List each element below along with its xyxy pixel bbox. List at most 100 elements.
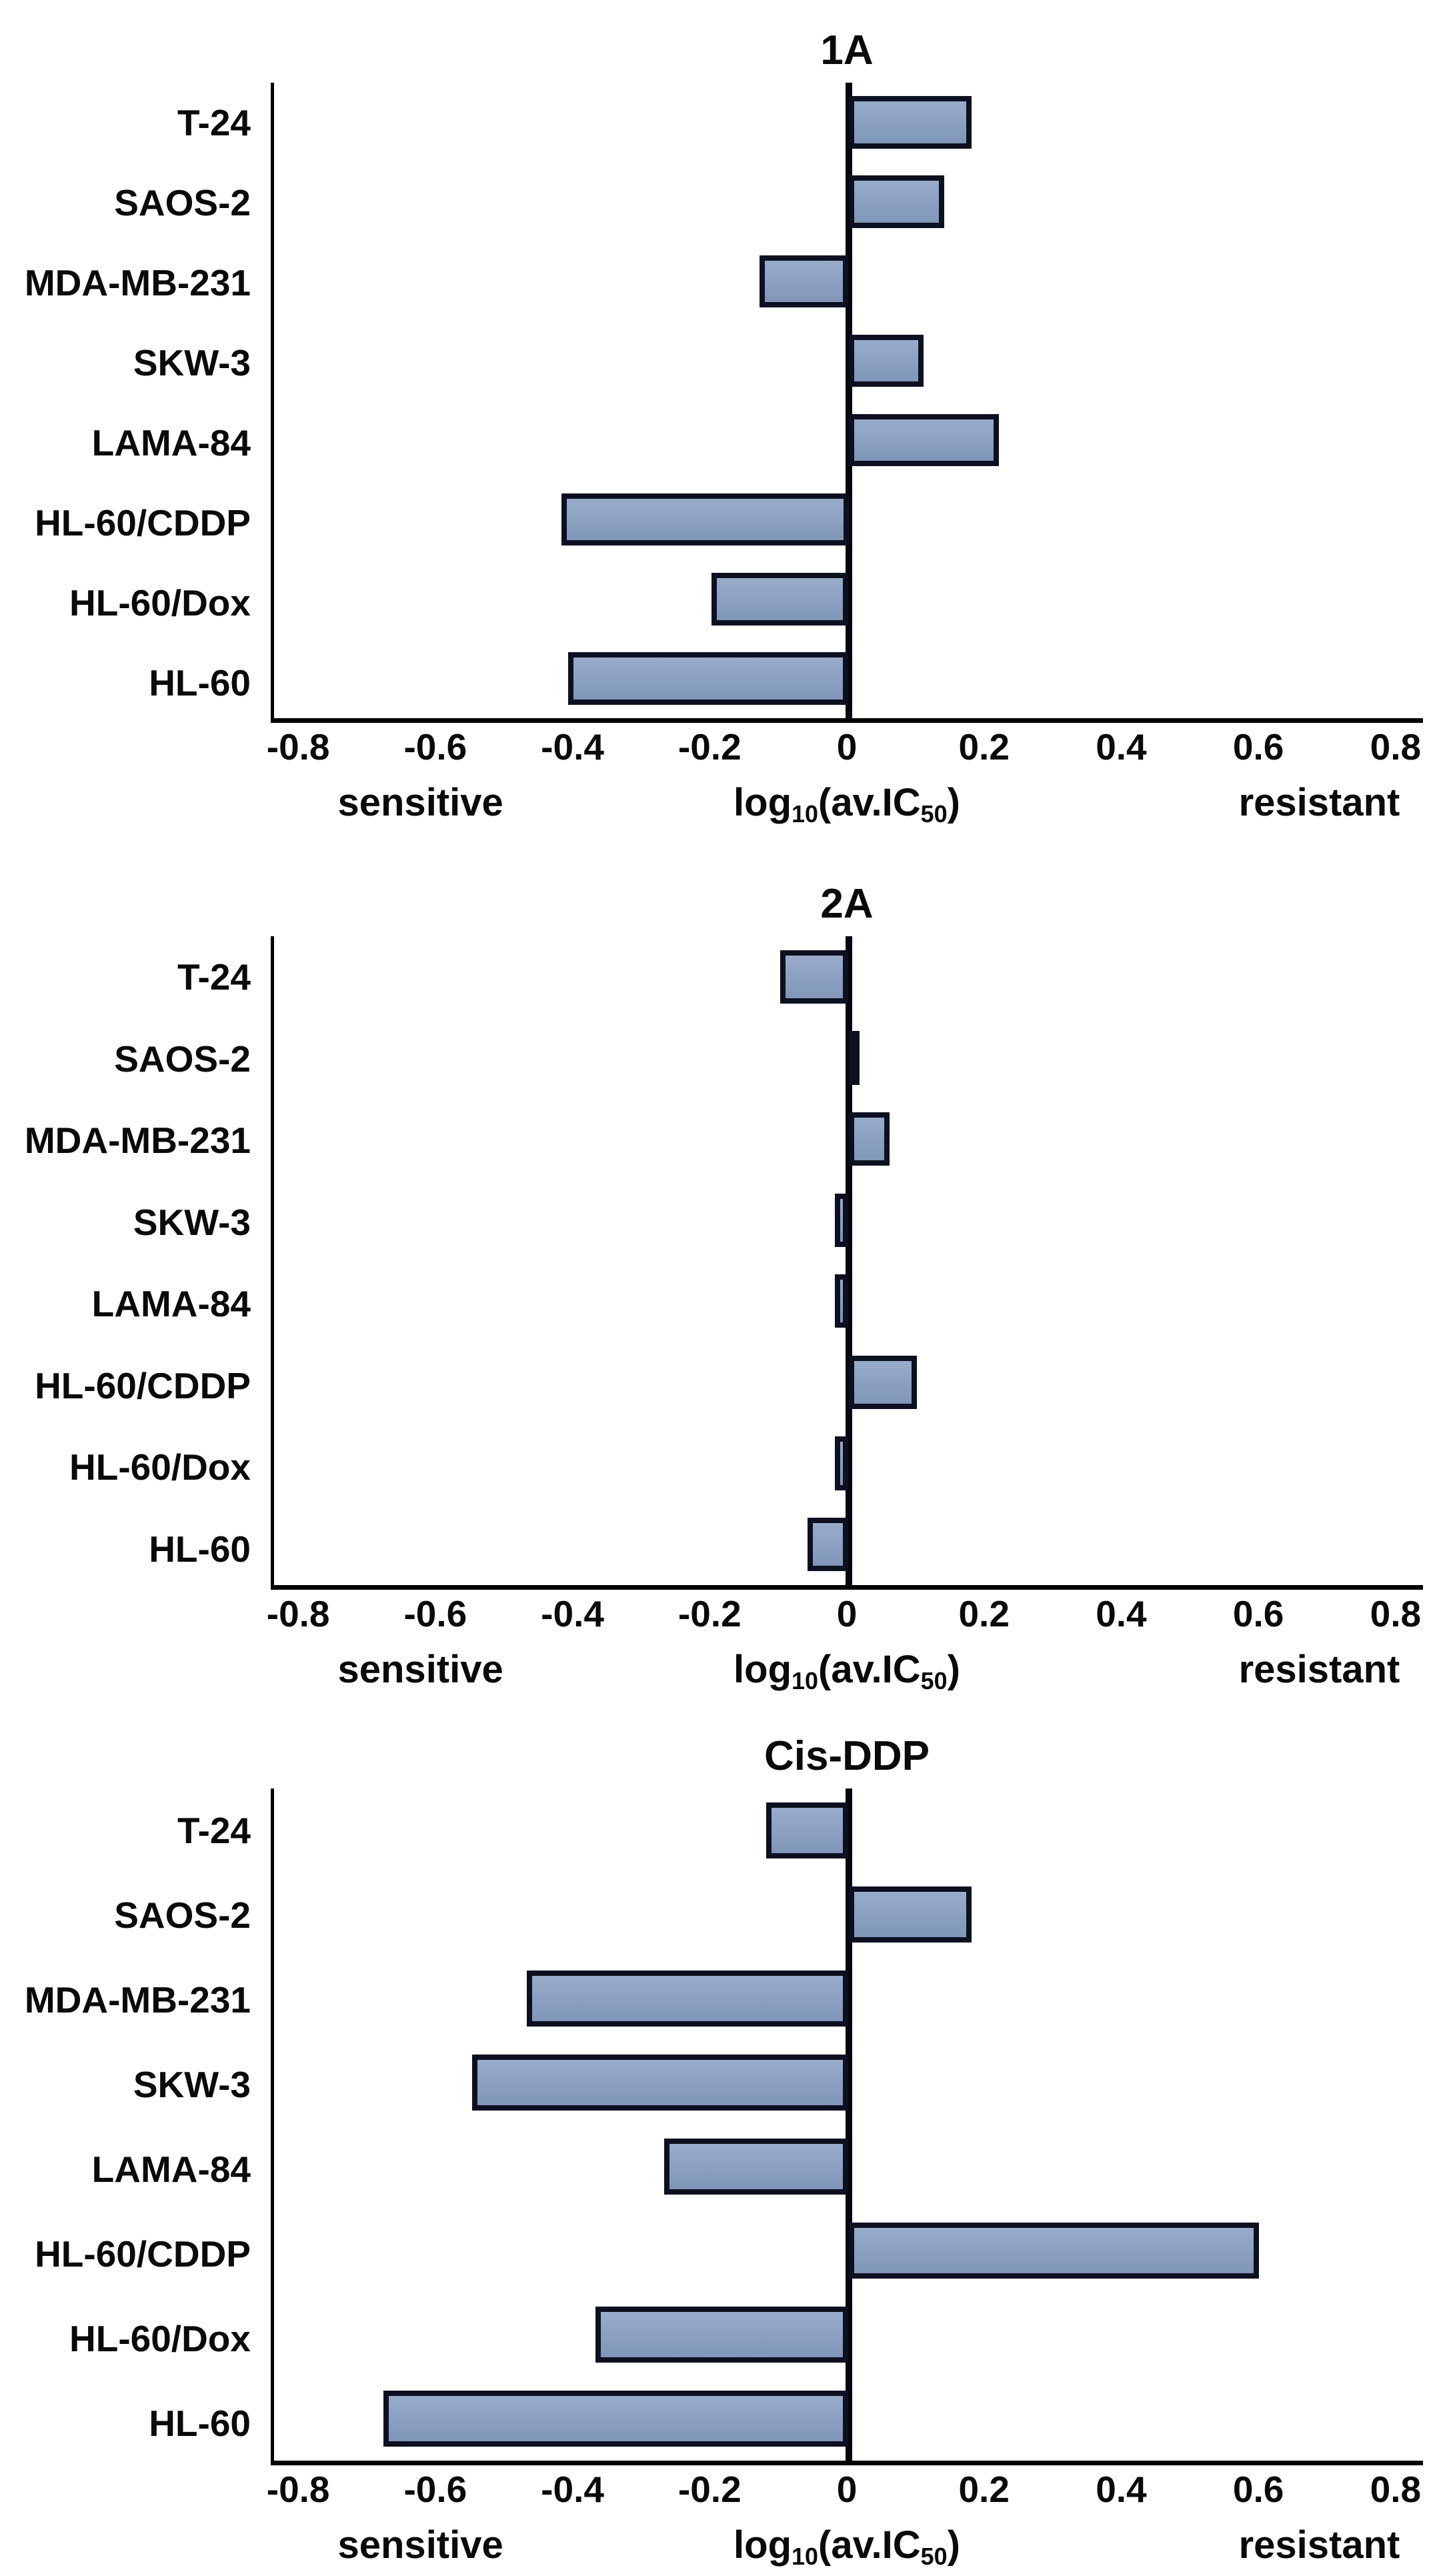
x-tick-label-0_4: 0.4 xyxy=(1096,1593,1147,1634)
bar-row-t-24 xyxy=(274,83,1423,162)
chart-section-2a: 2A T-24 SAOS-2 MDA-MB-231 SKW-3 LAMA-84 HL-60/… xyxy=(0,834,1437,1700)
x-tick-label--0_8: -0.8 xyxy=(266,726,330,768)
category-label-mda-mb-231: MDA-MB-231 xyxy=(24,262,251,303)
bar-row-hl-60-dox xyxy=(274,559,1423,639)
category-label-lama-84: LAMA-84 xyxy=(91,2148,251,2190)
chart-body-2a: T-24 SAOS-2 MDA-MB-231 SKW-3 LAMA-84 HL-60/CD… xyxy=(0,936,1437,1590)
bar-row-mda-mb-231 xyxy=(274,241,1423,321)
chart-title-1a: 1A xyxy=(820,27,874,73)
resistant-label: resistant xyxy=(1238,781,1400,824)
bar-row-lama-84 xyxy=(274,2125,1423,2209)
category-label-t-24: T-24 xyxy=(177,956,251,998)
chart-title-cis-ddp: Cis-DDP xyxy=(764,1733,930,1779)
x-axis-captions: sensitive log10(av.IC50) resistant xyxy=(271,1636,1423,1700)
category-label-hl-60: HL-60 xyxy=(149,1528,251,1570)
x-axis-label-subscript: 50 xyxy=(920,1667,948,1695)
x-axis-label-subscript: 10 xyxy=(792,2543,819,2571)
category-label-lama-84: LAMA-84 xyxy=(91,1283,251,1325)
bar-skw-3 xyxy=(834,1193,849,1247)
x-tick-label-0_6: 0.6 xyxy=(1232,2469,1284,2510)
plot-area-cis-ddp xyxy=(271,1788,1423,2465)
category-label-t-24: T-24 xyxy=(177,1810,251,1852)
category-label-hl-60-dox: HL-60/Dox xyxy=(69,1446,251,1488)
chart-body-cis-ddp: T-24 SAOS-2 MDA-MB-231 SKW-3 LAMA-84 HL-60/CD… xyxy=(0,1788,1437,2465)
x-tick-label-0_2: 0.2 xyxy=(958,2469,1010,2510)
category-label-skw-3: SKW-3 xyxy=(133,342,251,383)
category-label-lama-84: LAMA-84 xyxy=(91,422,251,463)
bar-hl-60-cddp xyxy=(561,493,849,546)
x-axis-label-subscript: 50 xyxy=(920,800,948,828)
bar-row-t-24 xyxy=(274,936,1423,1018)
category-label-hl-60: HL-60 xyxy=(149,662,251,704)
bar-saos-2 xyxy=(848,1886,972,1943)
bar-row-hl-60-cddp xyxy=(274,480,1423,559)
chart-title-2a: 2A xyxy=(820,881,874,927)
x-axis-label-text: log xyxy=(734,2523,792,2567)
bar-hl-60-cddp xyxy=(848,2223,1259,2279)
plot-area-1a xyxy=(271,83,1423,723)
zero-axis-line xyxy=(845,936,852,1585)
y-axis-labels: T-24 SAOS-2 MDA-MB-231 SKW-3 LAMA-84 HL-60/CD… xyxy=(0,83,271,723)
x-tick-label-0_8: 0.8 xyxy=(1370,726,1422,768)
category-label-hl-60-cddp: HL-60/CDDP xyxy=(35,502,251,543)
x-axis-label-subscript: 10 xyxy=(792,800,819,828)
bar-skw-3 xyxy=(848,334,924,387)
x-axis-label-subscript: 10 xyxy=(792,1667,819,1695)
bar-row-t-24 xyxy=(274,1788,1423,1872)
bar-row-lama-84 xyxy=(274,401,1423,480)
chart-body-1a: T-24 SAOS-2 MDA-MB-231 SKW-3 LAMA-84 HL-60/CD… xyxy=(0,83,1437,723)
bar-row-hl-60 xyxy=(274,2377,1423,2461)
bar-row-saos-2 xyxy=(274,162,1423,241)
x-axis-label: log10(av.IC50) xyxy=(734,1647,960,1695)
bar-lama-84 xyxy=(848,413,1000,467)
bar-skw-3 xyxy=(472,2055,849,2111)
x-axis-label: log10(av.IC50) xyxy=(734,780,960,828)
x-tick-label--0_2: -0.2 xyxy=(677,2469,742,2510)
x-tick-label--0_2: -0.2 xyxy=(677,726,742,768)
x-tick-label-0_4: 0.4 xyxy=(1096,2469,1147,2510)
bar-hl-60-dox xyxy=(595,2307,849,2363)
bar-t-24 xyxy=(848,96,972,149)
x-tick-label-0_2: 0.2 xyxy=(958,726,1010,768)
category-label-hl-60-dox: HL-60/Dox xyxy=(69,2317,251,2359)
bar-row-skw-3 xyxy=(274,1180,1423,1261)
x-axis-label-text: ) xyxy=(947,2523,960,2567)
x-tick-label-0_2: 0.2 xyxy=(958,1593,1010,1634)
bar-saos-2 xyxy=(848,175,945,228)
bar-hl-60 xyxy=(807,1518,849,1572)
bar-row-mda-mb-231 xyxy=(274,1098,1423,1180)
bar-row-lama-84 xyxy=(274,1261,1423,1342)
x-axis-label-text: (av.IC xyxy=(818,781,921,824)
category-label-hl-60: HL-60 xyxy=(149,2402,251,2444)
sensitive-label: sensitive xyxy=(337,2523,503,2567)
zero-axis-line xyxy=(845,1788,852,2461)
bar-row-skw-3 xyxy=(274,2041,1423,2125)
sensitive-label: sensitive xyxy=(337,1648,503,1691)
bar-row-hl-60-cddp xyxy=(274,1342,1423,1423)
plot-area-2a xyxy=(271,936,1423,1590)
x-tick-label-0_8: 0.8 xyxy=(1370,1593,1422,1634)
x-axis-captions: sensitive log10(av.IC50) resistant xyxy=(271,770,1423,834)
resistant-label: resistant xyxy=(1238,1648,1400,1691)
x-tick-label-0: 0 xyxy=(836,726,858,768)
sensitive-label: sensitive xyxy=(337,781,503,824)
x-axis-label-subscript: 50 xyxy=(920,2543,948,2571)
category-label-t-24: T-24 xyxy=(177,102,251,143)
x-axis-captions: sensitive log10(av.IC50) resistant xyxy=(271,2512,1423,2576)
chart-section-cis-ddp: Cis-DDP T-24 SAOS-2 MDA-MB-231 SKW-3 LAMA-84 H… xyxy=(0,1700,1437,2576)
bar-row-mda-mb-231 xyxy=(274,1957,1423,2041)
resistant-label: resistant xyxy=(1238,2523,1400,2567)
x-axis-label-text: log xyxy=(734,781,792,824)
x-tick-label-0_6: 0.6 xyxy=(1232,726,1284,768)
bar-hl-60 xyxy=(568,652,849,705)
x-tick-label--0_6: -0.6 xyxy=(403,2469,467,2510)
bar-hl-60 xyxy=(383,2391,849,2447)
y-axis-labels: T-24 SAOS-2 MDA-MB-231 SKW-3 LAMA-84 HL-60/CD… xyxy=(0,1788,271,2465)
bar-row-hl-60 xyxy=(274,639,1423,718)
x-tick-labels: -0.8 -0.6 -0.4 -0.2 0 0.2 0.4 0.6 0.8 xyxy=(267,2465,1423,2512)
bar-hl-60-cddp xyxy=(848,1355,918,1410)
bar-row-saos-2 xyxy=(274,1872,1423,1957)
x-tick-label--0_4: -0.4 xyxy=(541,726,604,768)
x-axis-label-text: (av.IC xyxy=(818,1648,921,1691)
